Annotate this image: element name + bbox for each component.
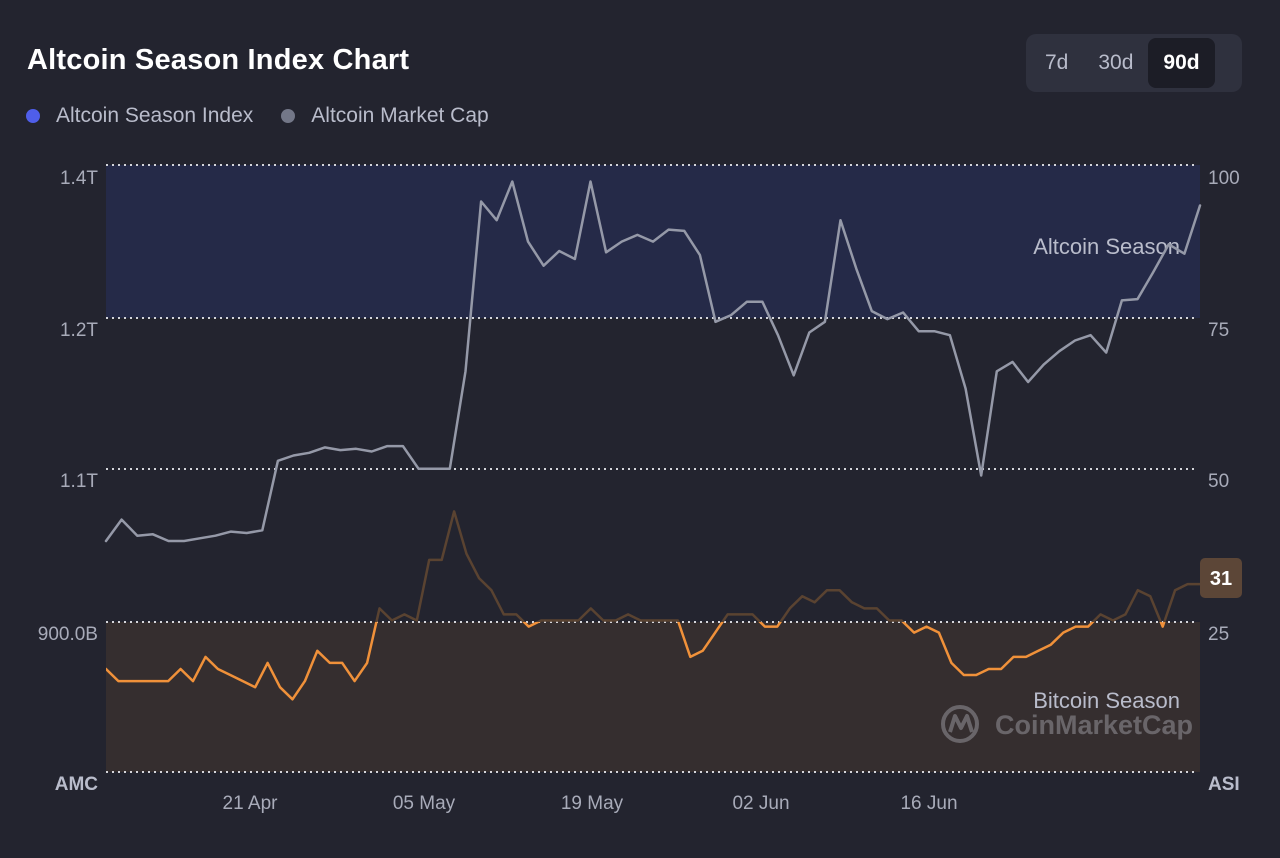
coinmarketcap-logo-mark (948, 714, 974, 733)
period-7d-button[interactable]: 7d (1045, 51, 1069, 74)
x-tick-label: 02 Jun (732, 793, 789, 814)
chart-title: Altcoin Season Index Chart (27, 44, 410, 76)
legend-dot-market-cap (281, 109, 296, 123)
period-30d-button[interactable]: 30d (1098, 51, 1134, 74)
coinmarketcap-logo-icon (941, 705, 979, 743)
left-tick-label: 1.1T (60, 471, 98, 492)
current-value-badge-bg (1200, 558, 1242, 598)
watermark-text: CoinMarketCap (995, 710, 1193, 740)
legend-label-market-cap: Altcoin Market Cap (311, 104, 489, 127)
coinmarketcap-watermark: CoinMarketCap (941, 705, 1193, 743)
altcoin-market-cap-line (104, 180, 1202, 543)
legend: Altcoin Season Index Altcoin Market Cap (26, 104, 517, 128)
x-tick-label: 05 May (393, 793, 456, 814)
left-axis-label: AMC (55, 774, 99, 795)
altcoin-season-index-line (106, 622, 1166, 701)
altcoin-season-index-line-upper (375, 510, 1200, 622)
right-tick-label: 100 (1208, 168, 1240, 189)
right-tick-label: 50 (1208, 471, 1229, 492)
legend-item-market-cap[interactable]: Altcoin Market Cap (281, 104, 489, 128)
left-tick-label: 900.0B (38, 624, 98, 645)
gridlines (106, 164, 1198, 773)
right-tick-label: 25 (1208, 624, 1229, 645)
legend-label-index: Altcoin Season Index (56, 104, 254, 127)
altcoin-season-label: Altcoin Season (1033, 234, 1180, 259)
current-value-badge[interactable]: 31 (1200, 558, 1242, 598)
bitcoin-season-label: Bitcoin Season (1033, 688, 1180, 713)
x-tick-label: 21 Apr (223, 793, 279, 814)
left-tick-label: 1.2T (60, 320, 98, 341)
x-tick-label: 19 May (561, 793, 624, 814)
left-tick-label: 1.4T (60, 168, 98, 189)
right-axis-label: ASI (1208, 774, 1240, 795)
x-tick-label: 16 Jun (900, 793, 957, 814)
legend-dot-index (26, 109, 40, 123)
right-tick-label: 75 (1208, 320, 1229, 341)
period-90d-button[interactable]: 90d (1148, 38, 1215, 88)
legend-item-index[interactable]: Altcoin Season Index (26, 104, 253, 128)
period-selector: 7d 30d 90d (1026, 34, 1242, 92)
current-value: 31 (1210, 568, 1232, 590)
